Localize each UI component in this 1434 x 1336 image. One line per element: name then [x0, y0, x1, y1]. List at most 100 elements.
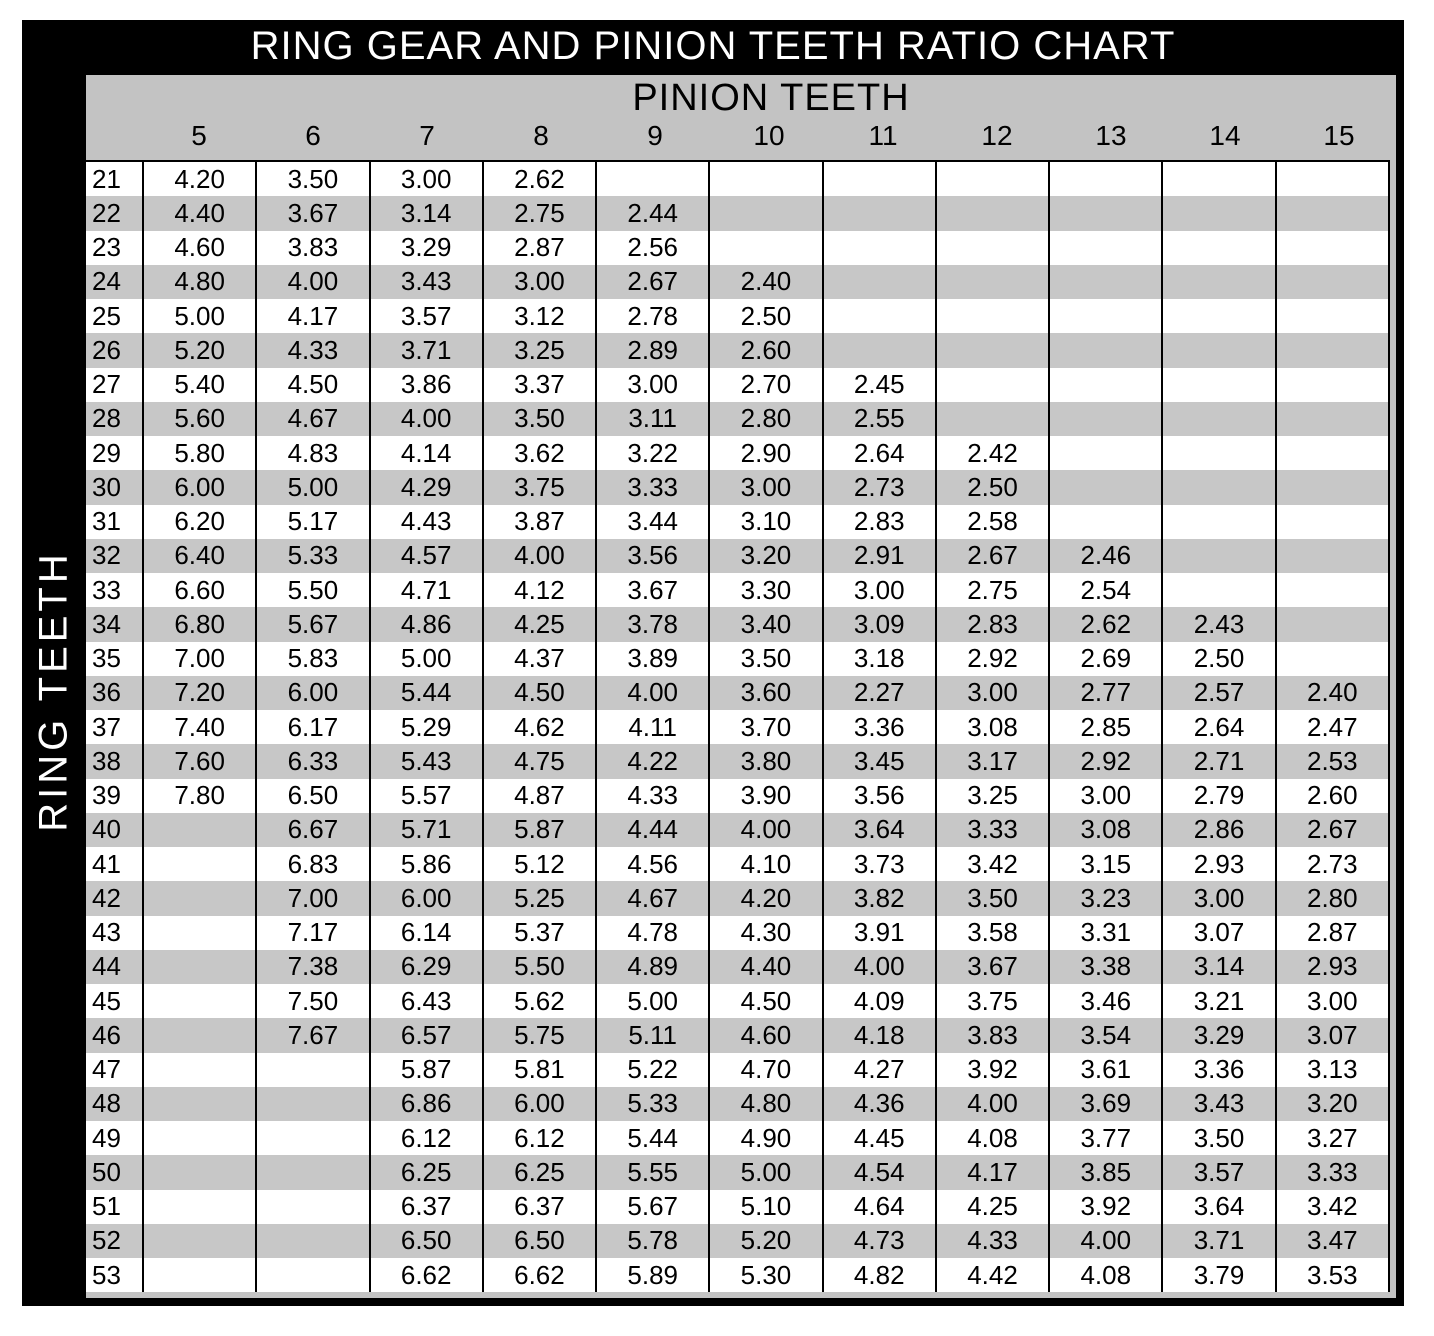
- table-cell: [1050, 505, 1161, 539]
- table-cell: 5.30: [710, 1258, 821, 1292]
- table-cell: 2.90: [710, 436, 821, 470]
- row-header: 42: [86, 881, 142, 915]
- table-cell: 2.42: [937, 436, 1048, 470]
- table-cell: 3.92: [937, 1053, 1048, 1087]
- table-cell: 6.12: [484, 1121, 595, 1155]
- table-cell: 3.50: [257, 162, 368, 196]
- table-cell: [1277, 231, 1388, 265]
- table-cell: 7.38: [257, 950, 368, 984]
- table-cell: 2.70: [710, 368, 821, 402]
- table-cell: 2.86: [1163, 813, 1274, 847]
- table-cell: 6.20: [144, 505, 255, 539]
- table-cell: 4.80: [710, 1087, 821, 1121]
- table-cell: 4.50: [257, 368, 368, 402]
- table-cell: 3.46: [1050, 984, 1161, 1018]
- table-cell: 5.55: [597, 1155, 708, 1189]
- table-cell: [1163, 470, 1274, 504]
- table-cell: 6.00: [371, 881, 482, 915]
- row-header: 45: [86, 984, 142, 1018]
- table-cell: 3.38: [1050, 950, 1161, 984]
- column-header: 13: [1054, 120, 1168, 160]
- table-cell: 3.86: [371, 368, 482, 402]
- table-cell: 5.44: [597, 1121, 708, 1155]
- table-cell: [1277, 368, 1388, 402]
- table-cell: 3.58: [937, 916, 1048, 950]
- table-cell: 3.60: [710, 676, 821, 710]
- table-cell: [257, 1258, 368, 1292]
- row-header: 22: [86, 196, 142, 230]
- table-cell: 2.64: [1163, 710, 1274, 744]
- table-cell: 3.69: [1050, 1087, 1161, 1121]
- table-cell: [1277, 470, 1388, 504]
- table-cell: 3.00: [371, 162, 482, 196]
- table-cell: [1050, 265, 1161, 299]
- table-cell: 5.67: [257, 607, 368, 641]
- table-cell: [144, 916, 255, 950]
- table-cell: 6.25: [484, 1155, 595, 1189]
- col-axis-label: PINION TEETH: [86, 75, 1396, 120]
- table-cell: 5.50: [257, 573, 368, 607]
- table-cell: 3.91: [824, 916, 935, 950]
- table-cell: 3.92: [1050, 1190, 1161, 1224]
- row-header: 36: [86, 676, 142, 710]
- table-cell: 3.71: [371, 333, 482, 367]
- table-cell: 6.43: [371, 984, 482, 1018]
- table-cell: 3.25: [484, 333, 595, 367]
- table-cell: 3.43: [1163, 1087, 1274, 1121]
- table-cell: 4.57: [371, 539, 482, 573]
- table-cell: 7.00: [257, 881, 368, 915]
- table-cell: 4.00: [824, 950, 935, 984]
- table-cell: [937, 162, 1048, 196]
- table-cell: 2.75: [484, 196, 595, 230]
- table-cell: 3.21: [1163, 984, 1274, 1018]
- table-cell: 4.30: [710, 916, 821, 950]
- row-header: 40: [86, 813, 142, 847]
- table-cell: 3.07: [1277, 1018, 1388, 1052]
- table-cell: 6.50: [371, 1224, 482, 1258]
- table-cell: 4.20: [144, 162, 255, 196]
- table-cell: 5.78: [597, 1224, 708, 1258]
- table-cell: [144, 984, 255, 1018]
- table-cell: 3.85: [1050, 1155, 1161, 1189]
- table-cell: 5.20: [710, 1224, 821, 1258]
- table-cell: 7.50: [257, 984, 368, 1018]
- table-cell: 4.25: [937, 1190, 1048, 1224]
- table-cell: 4.00: [257, 265, 368, 299]
- table-cell: 4.67: [257, 402, 368, 436]
- table-cell: 4.00: [937, 1087, 1048, 1121]
- table-cell: 6.25: [371, 1155, 482, 1189]
- table-cell: [824, 231, 935, 265]
- table-cell: 3.27: [1277, 1121, 1388, 1155]
- table-column: 4.204.404.604.805.005.205.405.605.806.00…: [144, 162, 257, 1292]
- row-header: 50: [86, 1155, 142, 1189]
- table-cell: [1050, 368, 1161, 402]
- table-cell: 3.47: [1277, 1224, 1388, 1258]
- table-cell: [1277, 265, 1388, 299]
- table-cell: 3.08: [937, 710, 1048, 744]
- table-cell: 3.67: [597, 573, 708, 607]
- table-cell: 4.62: [484, 710, 595, 744]
- table-cell: 3.25: [937, 779, 1048, 813]
- table-cell: 5.37: [484, 916, 595, 950]
- row-header: 46: [86, 1018, 142, 1052]
- table-cell: 3.83: [937, 1018, 1048, 1052]
- table-cell: [1163, 196, 1274, 230]
- row-header: 26: [86, 333, 142, 367]
- table-cell: [144, 1258, 255, 1292]
- column-header: 14: [1168, 120, 1282, 160]
- table-cell: 5.87: [484, 813, 595, 847]
- table-cell: 2.93: [1277, 950, 1388, 984]
- row-header: 28: [86, 402, 142, 436]
- row-header: 34: [86, 607, 142, 641]
- table-cell: 3.40: [710, 607, 821, 641]
- table-cell: 6.62: [484, 1258, 595, 1292]
- table-cell: 5.00: [257, 470, 368, 504]
- table-cell: 4.00: [1050, 1224, 1161, 1258]
- table-cell: 5.71: [371, 813, 482, 847]
- table-cell: 3.64: [824, 813, 935, 847]
- table-cell: 3.82: [824, 881, 935, 915]
- table-cell: 2.73: [1277, 847, 1388, 881]
- table-cell: 3.89: [597, 642, 708, 676]
- table-cell: 6.29: [371, 950, 482, 984]
- table-cell: 4.90: [710, 1121, 821, 1155]
